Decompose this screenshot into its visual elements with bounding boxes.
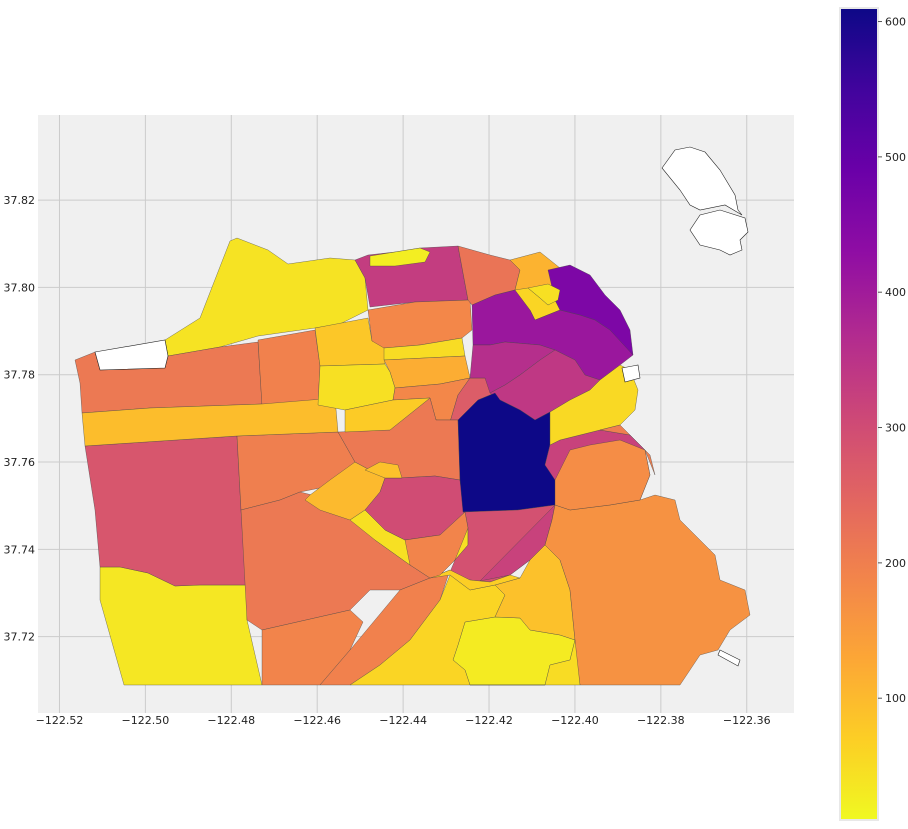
neighborhood-region bbox=[257, 329, 321, 407]
neighborhood-region bbox=[81, 397, 339, 447]
neighborhood-region bbox=[364, 461, 403, 479]
neighborhood-region bbox=[383, 337, 466, 361]
y-tick-label: 37.76 bbox=[4, 456, 36, 469]
x-tick-label: −122.36 bbox=[723, 714, 771, 727]
unmapped-land-outline bbox=[621, 364, 641, 383]
colorbar-tick-label: 400 bbox=[885, 286, 906, 299]
neighborhood-region bbox=[369, 247, 431, 267]
neighborhood-region bbox=[429, 569, 521, 591]
non-data-land-outlines bbox=[94, 146, 749, 667]
unmapped-land-outline bbox=[661, 146, 743, 216]
neighborhood-region bbox=[599, 424, 656, 476]
colorbar-tick-label: 200 bbox=[885, 557, 906, 570]
y-tick-label: 37.78 bbox=[4, 369, 36, 382]
axis-ticks: −122.52 −122.50 −122.48 −122.46 −122.44 −122.… bbox=[4, 194, 771, 727]
x-tick-label: −122.52 bbox=[36, 714, 84, 727]
neighborhood-region bbox=[469, 639, 581, 686]
x-tick-label: −122.50 bbox=[122, 714, 170, 727]
unmapped-land-outline bbox=[717, 649, 741, 667]
neighborhood-region bbox=[554, 439, 651, 511]
colorbar-tick-label: 100 bbox=[885, 692, 906, 705]
unmapped-land-outline bbox=[94, 339, 169, 371]
neighborhood-region bbox=[547, 264, 634, 356]
x-tick-label: −122.46 bbox=[293, 714, 341, 727]
x-tick-label: −122.40 bbox=[551, 714, 599, 727]
neighborhood-regions bbox=[74, 237, 751, 686]
y-tick-label: 37.80 bbox=[4, 281, 36, 294]
x-tick-label: −122.42 bbox=[465, 714, 513, 727]
colorbar-gradient bbox=[839, 7, 879, 821]
y-tick-label: 37.82 bbox=[4, 194, 36, 207]
y-tick-label: 37.72 bbox=[4, 631, 36, 644]
colorbar-tick-label: 300 bbox=[885, 422, 906, 435]
neighborhood-region bbox=[404, 511, 469, 579]
neighborhood-region bbox=[527, 283, 561, 306]
neighborhood-region bbox=[549, 364, 639, 446]
y-tick-label: 37.74 bbox=[4, 543, 36, 556]
x-tick-label: −122.44 bbox=[379, 714, 427, 727]
colorbar-tick-label: 500 bbox=[885, 151, 906, 164]
colorbar-tick-label: 600 bbox=[885, 16, 906, 29]
x-tick-label: −122.48 bbox=[207, 714, 255, 727]
neighborhood-region bbox=[84, 435, 247, 587]
x-tick-label: −122.38 bbox=[637, 714, 685, 727]
unmapped-land-outline bbox=[689, 209, 749, 256]
neighborhood-region bbox=[344, 397, 431, 433]
colorbar: 100 200 300 400 500 600 bbox=[839, 7, 906, 821]
